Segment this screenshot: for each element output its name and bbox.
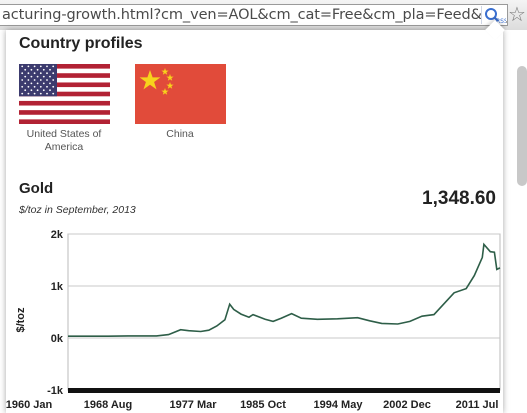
x-tick-label: 1985 Oct [240,399,286,411]
country-profiles-title: Country profiles [19,35,143,52]
country-name-china[interactable]: China [166,128,194,140]
address-bar[interactable]: acturing-growth.html?cm_ven=AOL&cm_cat=F… [0,4,508,26]
x-tick-label: 1994 May [314,399,364,411]
y-tick-label: 0k [51,333,64,345]
x-tick-label: 2011 Jul [456,399,499,411]
x-tick-label: 2002 Dec [383,399,431,411]
x-tick-label: 1968 Aug [84,399,133,411]
gold-subtitle: $/toz in September, 2013 [19,204,136,216]
y-tick-label: 2k [51,229,64,241]
page-scrollbar[interactable] [517,66,527,186]
x-tick-label: 1977 Mar [169,399,217,411]
x-tick-label: 1960 Jan [6,399,53,411]
plot-frame [67,233,501,391]
bookmark-star-icon[interactable]: ☆ [508,4,526,26]
country-profile-us[interactable]: United States of America [10,64,118,154]
gold-price-line [68,242,501,337]
rss-feed-icon[interactable]: RSS [481,6,507,25]
page-background-right [502,30,527,413]
country-profile-china[interactable]: China [126,64,234,141]
china-flag-icon[interactable] [134,64,226,124]
x-axis-bar [68,388,500,393]
y-tick-label: -1k [47,385,64,397]
y-tick-label: 1k [51,281,64,293]
gold-price-chart[interactable]: 2k 1k 0k -1k 1960 Jan 1968 Aug 1977 Mar 1985 O… [6,220,503,413]
us-flag-icon[interactable] [18,64,110,124]
gold-price: 1,348.60 [422,188,496,209]
y-axis-label: $/toz [15,307,27,333]
address-text[interactable]: acturing-growth.html?cm_ven=AOL&cm_cat=F… [2,7,508,23]
feed-popup: Country profiles United States of Americ… [6,20,505,413]
browser-toolbar: acturing-growth.html?cm_ven=AOL&cm_cat=F… [0,0,527,31]
page-background-left [0,30,8,413]
svg-text:RSS: RSS [496,18,506,24]
gold-title: Gold [19,180,54,197]
country-name-us[interactable]: United States of America [26,128,102,153]
